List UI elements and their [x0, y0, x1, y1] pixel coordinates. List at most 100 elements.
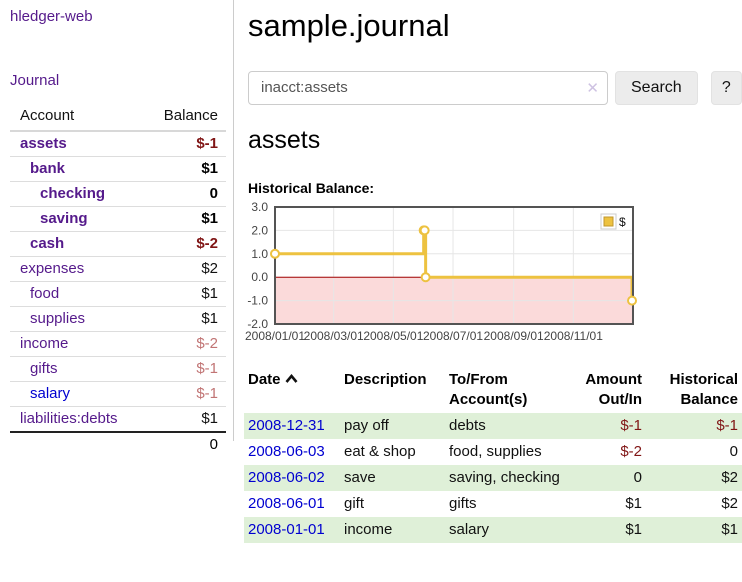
account-link-saving[interactable]: saving: [40, 210, 88, 227]
chart-canvas: $3.0 2.0 1.0 0.0 -1.0 -2.02008/01/012008/03/0…: [245, 200, 638, 343]
transaction-amount: $1: [625, 520, 642, 538]
transaction-accounts: saving, checking: [449, 468, 560, 486]
register-header-amount: Amount Out/In: [585, 370, 642, 408]
register-row: 2008-01-01 income salary $1 $1: [244, 516, 742, 543]
app-title-link[interactable]: hledger-web: [10, 8, 93, 25]
transaction-date-link[interactable]: 2008-06-03: [248, 442, 325, 460]
account-row: checking 0: [10, 181, 226, 207]
account-page-title: assets: [248, 125, 321, 154]
x-tick-label: 2008/01/01: [245, 329, 305, 343]
account-balance: $-2: [146, 231, 226, 257]
transaction-accounts: food, supplies: [449, 442, 542, 460]
transaction-date-link[interactable]: 2008-12-31: [248, 416, 325, 434]
register-table: Date Description To/From Account(s) Amou…: [244, 367, 742, 543]
transaction-amount: $1: [625, 494, 642, 512]
help-button[interactable]: ?: [710, 70, 742, 105]
transaction-balance: $2: [721, 468, 738, 486]
account-row: saving $1: [10, 206, 226, 232]
sort-asc-icon: [285, 370, 298, 390]
account-link-bank[interactable]: bank: [30, 160, 66, 177]
transaction-date-link[interactable]: 2008-01-01: [248, 520, 325, 538]
account-row: cash $-2: [10, 231, 226, 257]
account-link-cash[interactable]: cash: [30, 235, 65, 252]
data-point: [419, 225, 430, 236]
transaction-balance: $1: [721, 520, 738, 538]
transaction-accounts: debts: [449, 416, 486, 434]
sidebar-item-journal[interactable]: Journal: [10, 72, 60, 89]
register-header-row: Date Description To/From Account(s) Amou…: [244, 367, 742, 413]
register-row: 2008-12-31 pay off debts $-1 $-1: [244, 412, 742, 439]
data-point: [270, 248, 280, 259]
y-tick-label: 0.0: [251, 270, 268, 284]
register-header-balance: Historical Balance: [669, 370, 738, 408]
account-balance: $1: [146, 406, 226, 432]
register-header-account: To/From Account(s): [449, 370, 528, 408]
account-link-expenses[interactable]: expenses: [20, 260, 85, 277]
legend-swatch: [603, 216, 614, 227]
account-link-liabilities-debts[interactable]: liabilities:debts: [20, 410, 118, 427]
search-input[interactable]: [248, 70, 608, 105]
y-tick-label: 2.0: [251, 223, 268, 237]
search-button[interactable]: Search: [615, 70, 698, 105]
transaction-description: income: [344, 520, 393, 538]
accounts-header-account: Account: [10, 103, 147, 132]
accounts-total: 0: [146, 431, 226, 457]
account-balance: $1: [146, 206, 226, 232]
accounts-total-row: 0: [10, 431, 226, 457]
transaction-description: gift: [344, 494, 365, 512]
y-tick-label: 3.0: [251, 200, 268, 214]
account-balance: $1: [146, 281, 226, 307]
account-row: food $1: [10, 281, 226, 307]
y-tick-label: 1.0: [251, 246, 268, 260]
account-link-supplies[interactable]: supplies: [30, 310, 86, 327]
clear-search-icon[interactable]: ✕: [586, 79, 599, 97]
transaction-description: pay off: [344, 416, 389, 434]
account-link-income[interactable]: income: [20, 335, 69, 352]
chart-title: Historical Balance:: [248, 179, 375, 196]
account-balance: 0: [146, 181, 226, 207]
transaction-amount: $-2: [620, 442, 642, 460]
transaction-balance: 0: [729, 442, 738, 460]
account-link-assets[interactable]: assets: [20, 135, 67, 152]
register-header-description: Description: [344, 370, 427, 388]
x-tick-label: 2008/07/01: [423, 329, 483, 343]
transaction-date-link[interactable]: 2008-06-01: [248, 494, 325, 512]
register-row: 2008-06-02 save saving, checking 0 $2: [244, 464, 742, 491]
account-row: gifts $-1: [10, 356, 226, 382]
register-header-date[interactable]: Date: [244, 367, 344, 413]
data-point: [420, 271, 431, 282]
legend-label: $: [619, 215, 626, 229]
account-link-salary[interactable]: salary: [30, 385, 71, 402]
account-row: liabilities:debts $1: [10, 406, 226, 432]
transaction-balance: $-1: [716, 416, 738, 434]
account-balance: $-1: [146, 381, 226, 407]
main-content: sample.journal ✕ Search ? assets Histori…: [244, 0, 742, 543]
account-row: assets $-1: [10, 131, 226, 157]
account-row: bank $1: [10, 156, 226, 182]
accounts-header-balance: Balance: [146, 103, 226, 132]
register-row: 2008-06-01 gift gifts $1 $2: [244, 491, 742, 517]
transaction-amount: $-1: [620, 416, 642, 434]
y-tick-label: -1.0: [247, 293, 268, 307]
transaction-date-link[interactable]: 2008-06-02: [248, 468, 325, 486]
transaction-accounts: salary: [449, 520, 490, 538]
account-balance: $-1: [196, 135, 218, 152]
search-form: ✕ Search ?: [248, 70, 742, 105]
transaction-accounts: gifts: [449, 494, 477, 512]
data-point: [627, 295, 638, 306]
account-row: salary $-1: [10, 381, 226, 407]
x-tick-label: 2008/03/01: [304, 329, 364, 343]
account-link-food[interactable]: food: [30, 285, 60, 302]
transaction-description: eat & shop: [344, 442, 416, 460]
x-tick-label: 2008/11/01: [544, 329, 603, 343]
account-link-checking[interactable]: checking: [40, 185, 106, 202]
account-link-gifts[interactable]: gifts: [30, 360, 58, 377]
account-balance: $1: [146, 156, 226, 182]
account-row: income $-2: [10, 331, 226, 357]
register-row: 2008-06-03 eat & shop food, supplies $-2…: [244, 439, 742, 465]
account-balance: $-2: [146, 331, 226, 357]
historical-balance-chart: $3.0 2.0 1.0 0.0 -1.0 -2.0 2008/01/01 2008/03/0…: [245, 200, 742, 353]
account-row: expenses $2: [10, 256, 226, 282]
page-title: sample.journal: [248, 8, 450, 43]
account-balance: $2: [146, 256, 226, 282]
